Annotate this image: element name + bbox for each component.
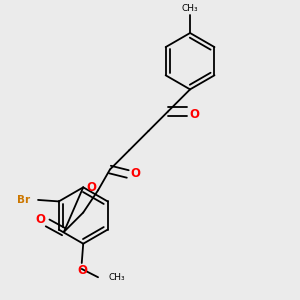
- Text: CH₃: CH₃: [109, 273, 125, 282]
- Text: O: O: [35, 214, 45, 226]
- Text: O: O: [130, 167, 140, 181]
- Text: O: O: [190, 108, 200, 121]
- Text: O: O: [78, 265, 88, 278]
- Text: CH₃: CH₃: [182, 4, 198, 13]
- Text: O: O: [86, 182, 97, 194]
- Text: Br: Br: [17, 195, 31, 205]
